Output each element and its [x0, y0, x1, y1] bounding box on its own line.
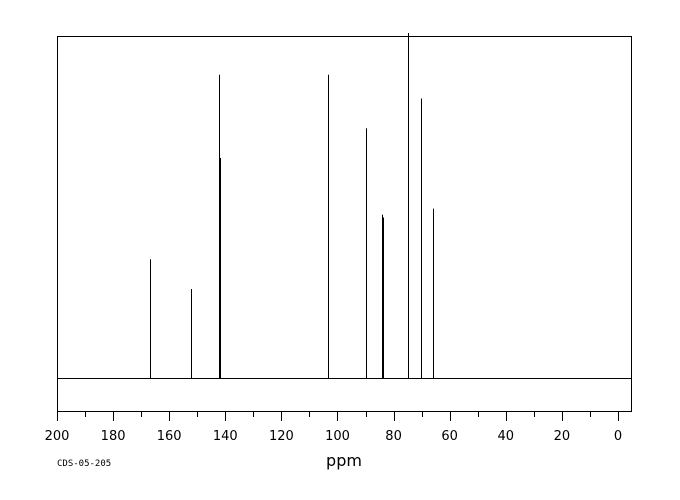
x-tick-label: 160	[157, 429, 182, 444]
x-tick-label: 40	[498, 429, 515, 444]
x-tick-label: 0	[614, 429, 622, 444]
peaks-group	[150, 33, 434, 379]
x-axis-label: ppm	[326, 451, 362, 470]
x-tick-label: 20	[554, 429, 571, 444]
x-tick-label: 200	[45, 429, 70, 444]
x-tick-label: 180	[101, 429, 126, 444]
sample-id-label: CDS-05-205	[57, 459, 111, 469]
x-tick-label: 100	[325, 429, 350, 444]
x-tick-label: 60	[441, 429, 458, 444]
x-axis-ticks	[57, 411, 619, 421]
x-axis-tick-labels: 200 180 160 140 120 100 80 60 40 20 0	[45, 429, 623, 444]
plot-frame	[57, 36, 632, 412]
x-tick-label: 120	[269, 429, 294, 444]
x-tick-label: 140	[213, 429, 238, 444]
x-tick-label: 80	[385, 429, 402, 444]
